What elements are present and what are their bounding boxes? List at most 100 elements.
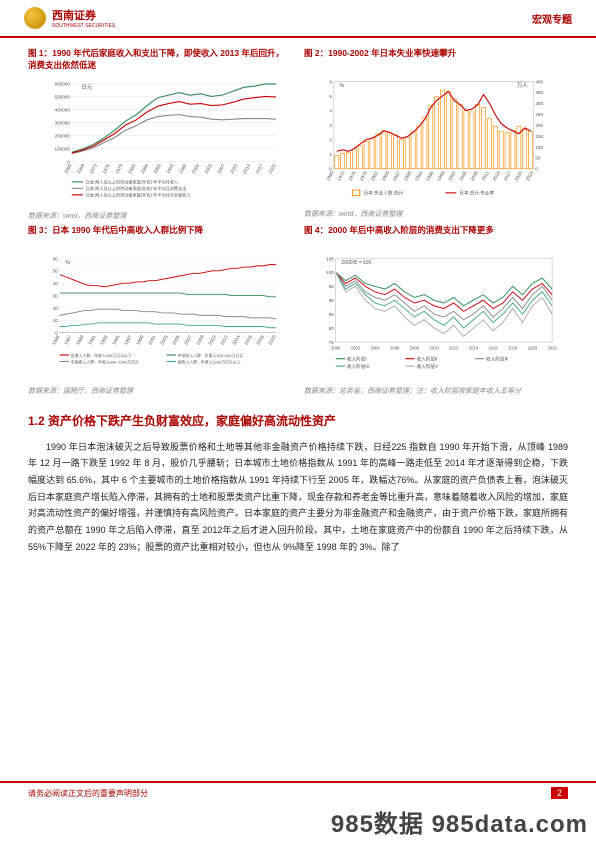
svg-text:75: 75 xyxy=(329,340,335,345)
header-category: 宏观专题 xyxy=(532,11,572,26)
svg-text:1990: 1990 xyxy=(403,170,413,182)
svg-text:600000: 600000 xyxy=(54,81,70,86)
svg-text:万人: 万人 xyxy=(517,82,529,89)
svg-text:2002: 2002 xyxy=(447,170,457,182)
svg-text:2014: 2014 xyxy=(231,334,241,346)
svg-text:100000: 100000 xyxy=(54,146,70,151)
svg-text:1978: 1978 xyxy=(359,170,369,182)
page-number: 2 xyxy=(551,787,568,799)
svg-text:2022: 2022 xyxy=(547,345,557,350)
svg-text:2010: 2010 xyxy=(429,345,439,350)
svg-text:1990: 1990 xyxy=(153,163,163,175)
svg-text:2009: 2009 xyxy=(195,334,205,346)
svg-text:2007: 2007 xyxy=(216,163,226,175)
svg-text:%: % xyxy=(65,260,70,266)
svg-text:2005: 2005 xyxy=(458,170,468,182)
svg-text:2001: 2001 xyxy=(147,334,157,346)
svg-text:1999: 1999 xyxy=(436,170,446,182)
svg-text:2016: 2016 xyxy=(243,334,253,346)
svg-text:2002: 2002 xyxy=(351,345,361,350)
svg-text:350: 350 xyxy=(535,90,543,95)
chart3: 0102030405060%19861987198919911993199519… xyxy=(28,251,292,381)
chart4: 75808590951001052000年＝100200020022004200… xyxy=(304,251,568,381)
svg-text:1996: 1996 xyxy=(425,170,435,182)
svg-text:85: 85 xyxy=(329,312,335,317)
svg-text:2016: 2016 xyxy=(488,345,498,350)
svg-text:2006: 2006 xyxy=(390,345,400,350)
svg-text:2: 2 xyxy=(329,137,332,142)
svg-text:1995: 1995 xyxy=(111,334,121,346)
svg-text:日元: 日元 xyxy=(81,84,93,91)
svg-text:1993: 1993 xyxy=(99,334,109,346)
svg-text:2008: 2008 xyxy=(469,170,479,182)
svg-text:日本:失业人数:总计: 日本:失业人数:总计 xyxy=(364,190,404,197)
svg-text:1989: 1989 xyxy=(75,334,85,346)
svg-text:中低收入人群：年收入300~600万日元: 中低收入人群：年收入300~600万日元 xyxy=(178,353,244,358)
svg-text:2007: 2007 xyxy=(183,334,193,346)
svg-text:中高收入人群：年收入600~1000万日元: 中高收入人群：年收入600~1000万日元 xyxy=(71,359,139,364)
svg-text:2020: 2020 xyxy=(267,334,277,346)
svg-text:4: 4 xyxy=(329,108,332,113)
svg-text:收入阶层Ⅰ: 收入阶层Ⅰ xyxy=(347,355,367,362)
svg-text:95: 95 xyxy=(329,284,335,289)
svg-text:2012: 2012 xyxy=(449,345,459,350)
chart1-source: 数据来源：wind，西南证券整理 xyxy=(28,211,292,221)
svg-text:200000: 200000 xyxy=(54,133,70,138)
svg-text:2014: 2014 xyxy=(469,345,479,350)
section-title: 1.2 资产价格下跌产生负财富效应，家庭偏好高流动性资产 xyxy=(28,412,568,429)
svg-text:100: 100 xyxy=(326,270,334,275)
brand-logo: 西南证券 SOUTHWEST SECURITIES xyxy=(24,7,115,29)
svg-text:50: 50 xyxy=(53,268,59,273)
page-footer: 请务必阅读正文后的重要声明部分 2 xyxy=(0,781,596,803)
svg-text:1986: 1986 xyxy=(140,163,150,175)
svg-text:日本:总计:失业率: 日本:总计:失业率 xyxy=(459,190,494,197)
chart3-title: 图 3：日本 1990 年代后中高收入人群比例下降 xyxy=(28,225,292,247)
svg-text:100: 100 xyxy=(535,145,543,150)
svg-text:高收入人群：年收入1000万日元以上: 高收入人群：年收入1000万日元以上 xyxy=(178,359,241,364)
brand-name: 西南证券 xyxy=(52,10,96,22)
section-body: 1990 年日本泡沫破灭之后导致股票价格和土地等其他非金融资产价格持续下跌，日经… xyxy=(28,439,568,555)
svg-text:2018: 2018 xyxy=(508,345,518,350)
svg-text:2000: 2000 xyxy=(191,163,201,175)
svg-text:500000: 500000 xyxy=(54,94,70,99)
svg-text:3: 3 xyxy=(329,123,332,128)
svg-text:1999: 1999 xyxy=(135,334,145,346)
svg-text:2003: 2003 xyxy=(159,334,169,346)
svg-text:2005: 2005 xyxy=(171,334,181,346)
page-header: 西南证券 SOUTHWEST SECURITIES 宏观专题 xyxy=(0,0,596,38)
svg-text:1: 1 xyxy=(329,152,332,157)
chart1-title: 图 1：1990 年代后家庭收入和支出下降，即使收入 2013 年后回升，消费支… xyxy=(28,48,292,72)
brand-sub: SOUTHWEST SECURITIES xyxy=(52,23,115,29)
svg-text:60: 60 xyxy=(53,256,59,261)
svg-text:300000: 300000 xyxy=(54,120,70,125)
svg-text:2003: 2003 xyxy=(204,163,214,175)
svg-text:收入阶层Ⅲ: 收入阶层Ⅲ xyxy=(486,355,508,362)
svg-text:2020: 2020 xyxy=(267,163,277,175)
chart4-source: 数据来源：总务省，西南证券整理；注：收入阶层按家庭年收入五等分 xyxy=(304,386,568,396)
svg-text:%: % xyxy=(339,83,344,89)
svg-text:低收入人群：年收入300万日元以下: 低收入人群：年收入300万日元以下 xyxy=(71,353,132,358)
svg-text:1984: 1984 xyxy=(381,170,391,182)
svg-text:2000: 2000 xyxy=(331,345,341,350)
svg-text:90: 90 xyxy=(329,298,335,303)
svg-text:1983: 1983 xyxy=(127,163,137,175)
svg-text:2023: 2023 xyxy=(525,170,535,182)
svg-text:1987: 1987 xyxy=(63,334,73,346)
svg-text:2011: 2011 xyxy=(481,170,491,181)
svg-text:2000年＝100: 2000年＝100 xyxy=(341,259,371,266)
svg-text:30: 30 xyxy=(53,293,59,298)
svg-text:2018: 2018 xyxy=(255,334,265,346)
svg-text:收入阶层Ⅳ: 收入阶层Ⅳ xyxy=(347,363,371,370)
svg-text:1991: 1991 xyxy=(87,334,97,346)
svg-text:1993: 1993 xyxy=(165,163,175,175)
svg-text:2012: 2012 xyxy=(219,334,229,346)
svg-text:1986: 1986 xyxy=(51,334,61,346)
svg-text:2004: 2004 xyxy=(370,345,380,350)
chart4-title: 图 4：2000 年后中高收入阶层的消费支出下降更多 xyxy=(304,225,568,247)
svg-text:收入阶层Ⅱ: 收入阶层Ⅱ xyxy=(417,355,438,362)
svg-text:2020: 2020 xyxy=(528,345,538,350)
svg-text:2010: 2010 xyxy=(207,334,217,346)
chart1: 0100000200000300000400000500000600000日元1… xyxy=(28,76,292,206)
svg-text:5: 5 xyxy=(329,94,332,99)
svg-text:40: 40 xyxy=(53,281,59,286)
